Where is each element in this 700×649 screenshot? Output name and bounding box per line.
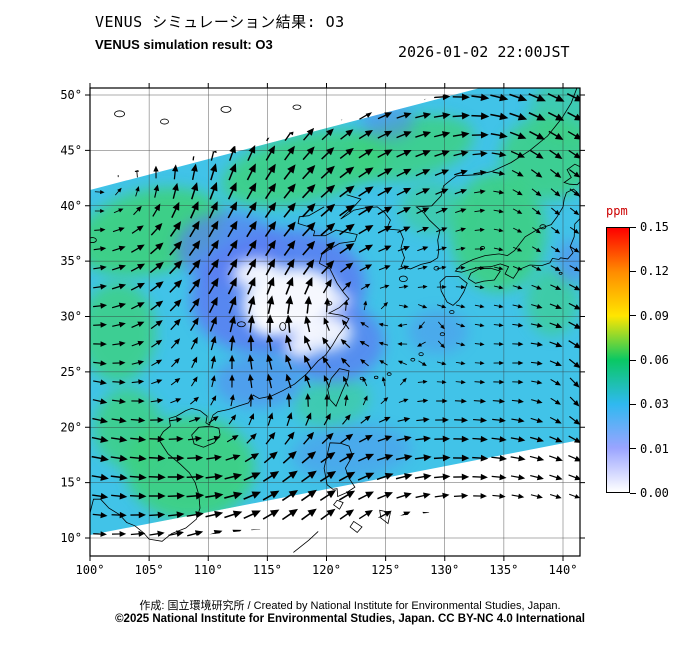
lon-tick-label: 125° [371,563,400,577]
lon-tick-label: 130° [430,563,459,577]
lon-tick-label: 115° [253,563,282,577]
credit-line: 作成: 国立環境研究所 / Created by National Instit… [139,600,561,612]
map-frame [89,87,581,557]
lon-tick-label: 140° [549,563,578,577]
lon-tick-label: 105° [135,563,164,577]
lat-tick-label: 40° [60,199,82,213]
lat-tick-label: 25° [60,365,82,379]
lon-tick-label: 100° [76,563,105,577]
axis-tick-marks [85,83,585,561]
lon-tick-label: 135° [489,563,518,577]
copyright-line: ©2025 National Institute for Environment… [115,613,585,625]
lat-tick-label: 10° [60,531,82,545]
lat-tick-label: 15° [60,476,82,490]
lat-tick-label: 50° [60,88,82,102]
lat-tick-label: 20° [60,420,82,434]
lon-tick-label: 120° [312,563,341,577]
longitude-axis-labels: 100° 105° 110° 115° 120° 125° 130° 135° 140° [76,563,578,577]
lat-tick-label: 45° [60,143,82,157]
title-japanese: VENUS シミュレーション結果: O3 [95,13,345,31]
lat-tick-label: 35° [60,254,82,268]
title-english: VENUS simulation result: O3 [95,37,273,52]
o3-concentration-field [90,88,580,535]
timestamp: 2026-01-02 22:00JST [398,43,570,61]
latitude-axis-labels: 50° 45° 40° 35° 30° 25° 20° 15° 10° [60,88,82,545]
lat-tick-label: 30° [60,310,82,324]
lon-tick-label: 110° [194,563,223,577]
coastlines [90,88,580,553]
